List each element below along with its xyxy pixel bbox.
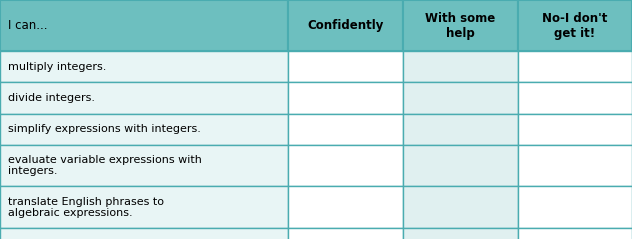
Bar: [403, 0, 518, 51]
Bar: [403, 114, 518, 145]
Bar: [403, 186, 518, 228]
Text: With some
help: With some help: [425, 12, 495, 40]
Bar: [288, 186, 403, 228]
Bar: [0, 51, 288, 82]
Bar: [0, 82, 288, 114]
Bar: [288, 114, 403, 145]
Bar: [288, 228, 403, 239]
Text: I can...: I can...: [8, 19, 47, 32]
Bar: [518, 82, 632, 114]
Bar: [518, 228, 632, 239]
Bar: [518, 186, 632, 228]
Bar: [288, 0, 403, 51]
Bar: [403, 82, 518, 114]
Bar: [0, 114, 288, 145]
Bar: [403, 51, 518, 82]
Bar: [518, 51, 632, 82]
Text: No-I don't
get it!: No-I don't get it!: [542, 12, 607, 40]
Text: translate English phrases to
algebraic expressions.: translate English phrases to algebraic e…: [8, 196, 164, 218]
Bar: [288, 145, 403, 186]
Text: evaluate variable expressions with
integers.: evaluate variable expressions with integ…: [8, 155, 202, 176]
Bar: [0, 228, 288, 239]
Bar: [0, 0, 288, 51]
Bar: [518, 0, 632, 51]
Bar: [0, 145, 288, 186]
Bar: [403, 228, 518, 239]
Bar: [518, 145, 632, 186]
Text: divide integers.: divide integers.: [8, 93, 95, 103]
Bar: [288, 82, 403, 114]
Bar: [518, 114, 632, 145]
Bar: [403, 145, 518, 186]
Text: Confidently: Confidently: [307, 19, 383, 32]
Text: multiply integers.: multiply integers.: [8, 62, 106, 72]
Text: simplify expressions with integers.: simplify expressions with integers.: [8, 124, 200, 134]
Bar: [0, 186, 288, 228]
Bar: [288, 51, 403, 82]
